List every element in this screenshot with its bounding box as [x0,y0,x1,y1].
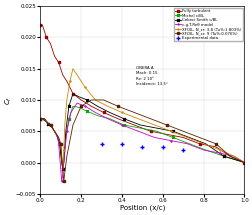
Legend: Fully turbulent, Michel c/BL, Cebeci Smith c/BL, c-g-T-Reθ model, XFOIL, N_cr: 3: Fully turbulent, Michel c/BL, Cebeci Smi… [173,8,242,41]
X-axis label: Position (x/c): Position (x/c) [119,204,164,211]
Text: ONERA A
Mach: 0.15
Re: 2 10⁶
Incidence: 13.5°: ONERA A Mach: 0.15 Re: 2 10⁶ Incidence: … [136,66,168,86]
Y-axis label: $C_f$: $C_f$ [4,95,14,104]
